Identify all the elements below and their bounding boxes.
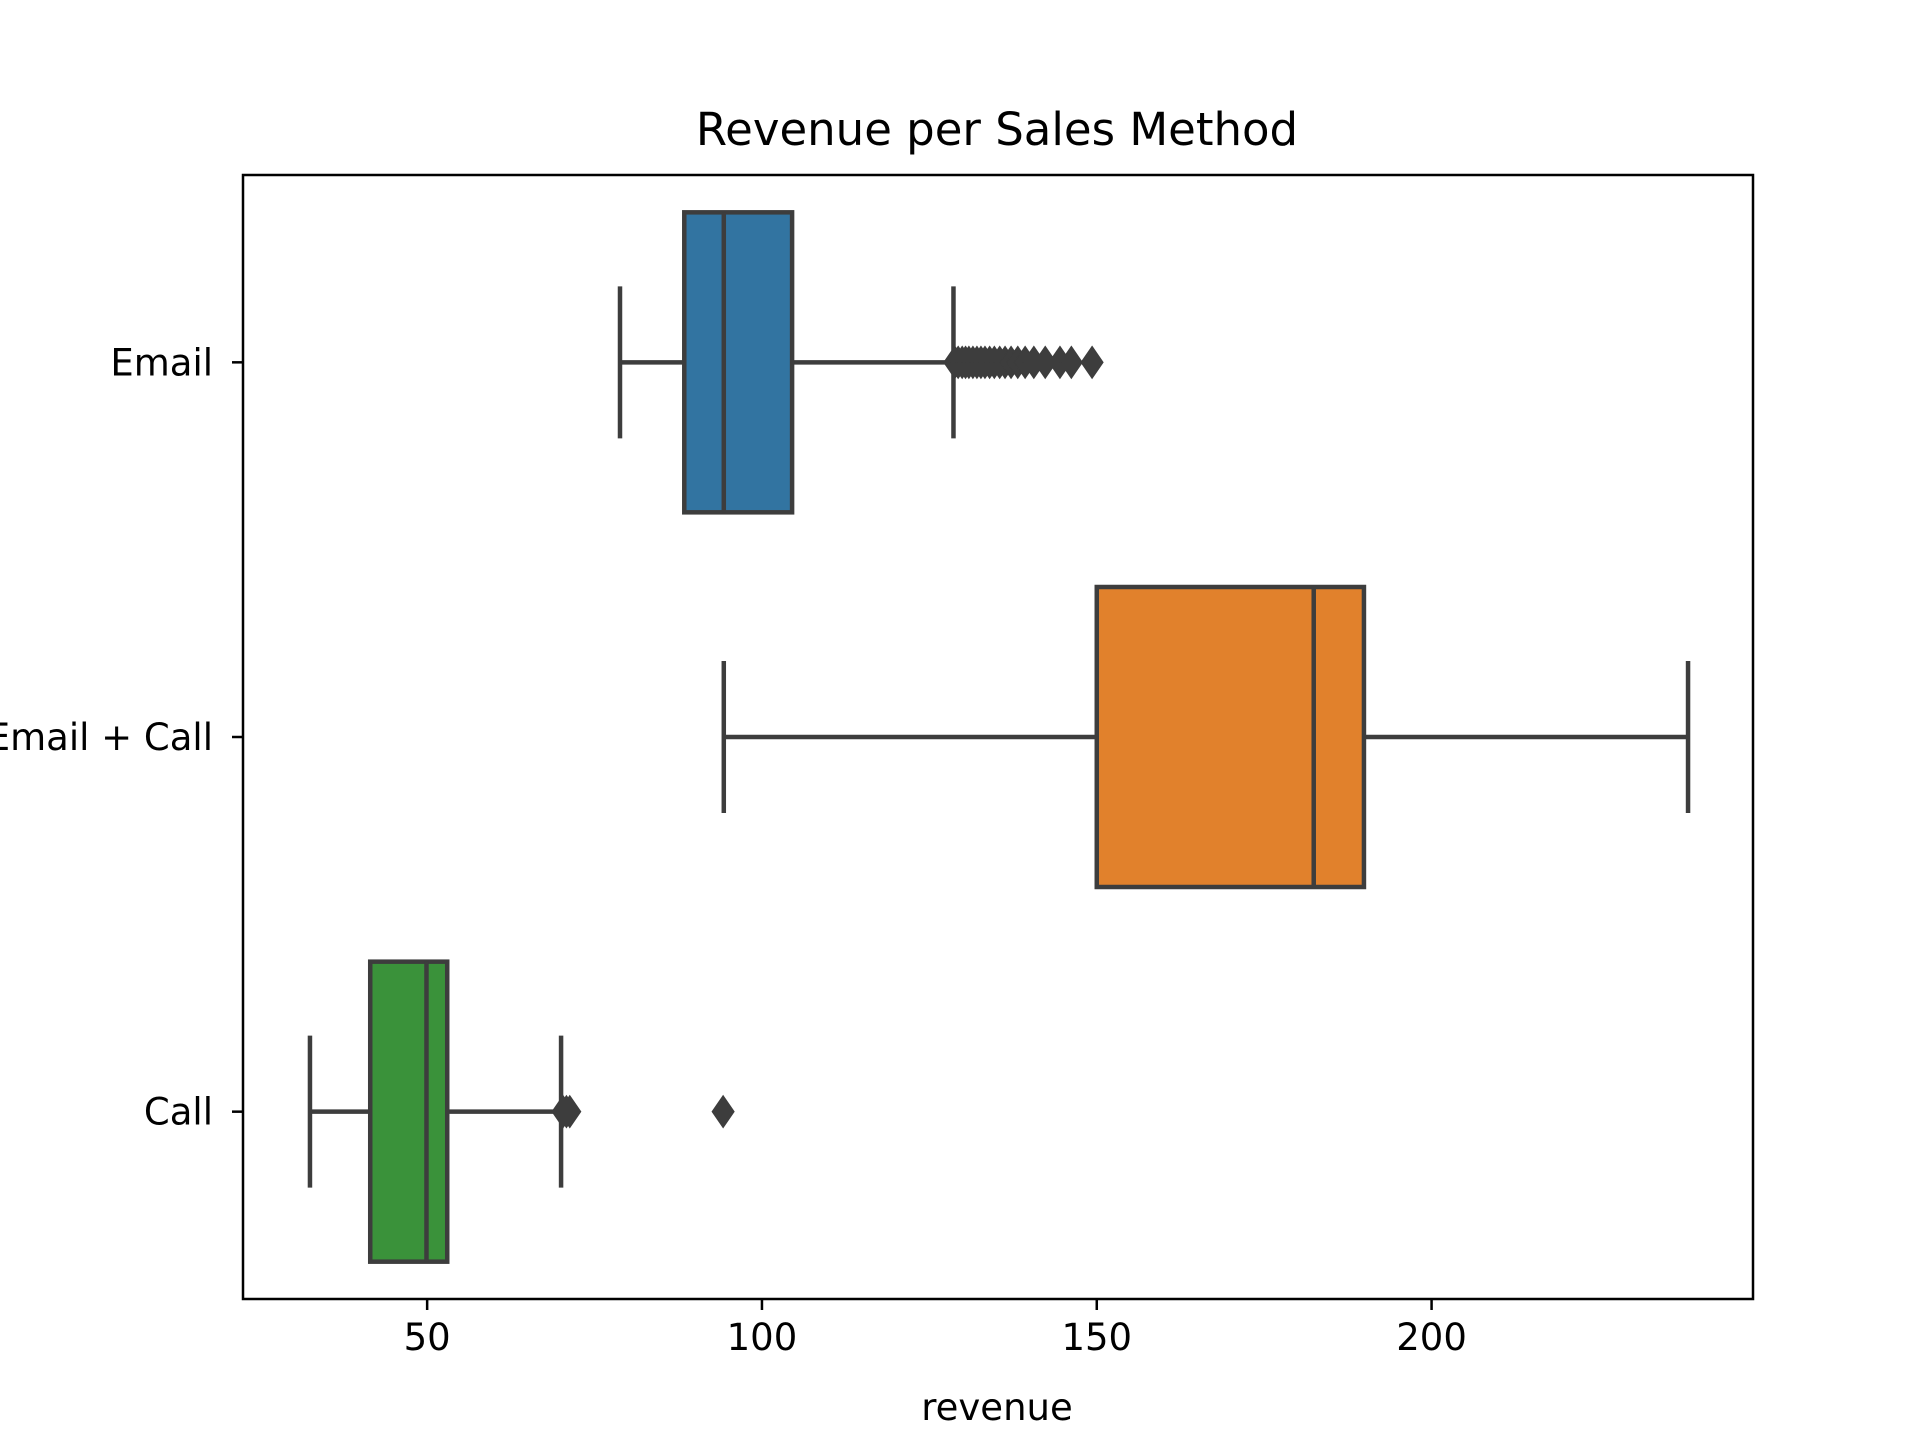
x-tick-label: 200 xyxy=(1396,1316,1467,1359)
x-axis: 50 100 150 200 xyxy=(404,1299,1467,1359)
y-tick-label: Email xyxy=(110,341,213,384)
box-group-email xyxy=(617,210,1104,515)
outlier-point-email xyxy=(1080,345,1104,380)
boxes-layer xyxy=(307,210,1691,1264)
outlier-point-email xyxy=(1059,345,1083,380)
x-tick-label: 50 xyxy=(404,1316,451,1359)
iqr-box-email-call xyxy=(1094,584,1367,890)
outlier-point-call xyxy=(711,1094,735,1129)
x-tick-label: 100 xyxy=(727,1316,798,1359)
chart-title: Revenue per Sales Method xyxy=(696,103,1298,156)
iqr-box-call xyxy=(367,959,450,1264)
x-axis-label: revenue xyxy=(921,1386,1073,1429)
y-tick-label: Call xyxy=(144,1091,213,1134)
box-group-email-call xyxy=(721,584,1691,890)
box-group-call xyxy=(307,959,735,1264)
y-axis: Email Email + Call Call xyxy=(0,341,243,1134)
outlier-point-call xyxy=(558,1094,582,1129)
y-tick-label: Email + Call xyxy=(0,716,213,759)
iqr-box-email xyxy=(682,210,795,515)
x-tick-label: 150 xyxy=(1061,1316,1132,1359)
